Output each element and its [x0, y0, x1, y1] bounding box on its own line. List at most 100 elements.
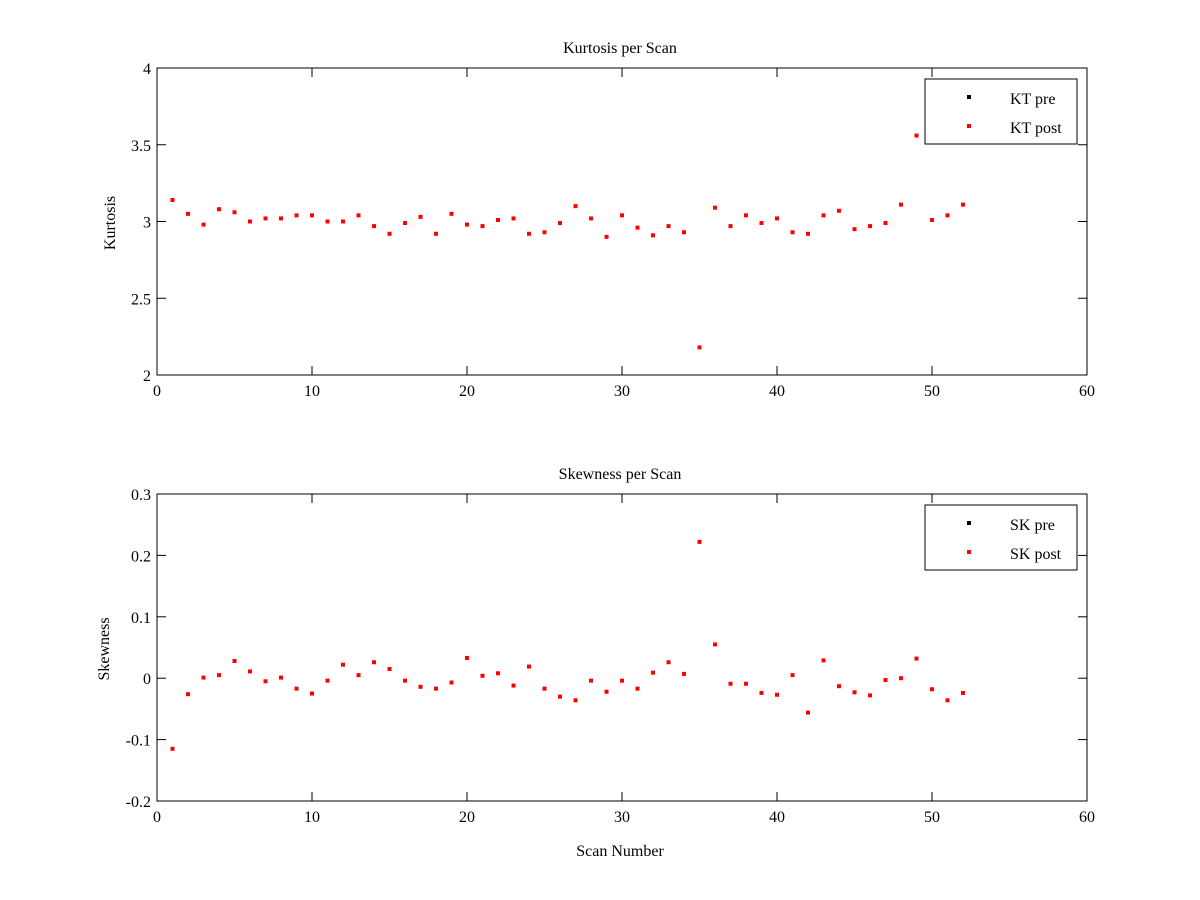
- skewness-point-sk-post: [341, 662, 345, 667]
- skewness-title: Skewness per Scan: [559, 466, 682, 483]
- skewness-point-sk-post: [573, 698, 578, 703]
- kurtosis-point-kt-post: [542, 230, 547, 235]
- kurtosis-x-tick-label: 10: [304, 383, 320, 400]
- skewness-point-sk-post: [325, 678, 330, 683]
- kurtosis-point-kt-post: [248, 219, 252, 224]
- skewness-point-sk-post: [217, 673, 221, 678]
- kurtosis-point-kt-post: [434, 231, 438, 236]
- kurtosis-legend: KT pre KT post: [924, 78, 1078, 145]
- kurtosis-point-kt-post: [201, 222, 206, 227]
- kurtosis-point-kt-post: [403, 221, 407, 226]
- skewness-point-sk-post: [263, 679, 268, 684]
- skewness-point-sk-post: [961, 690, 965, 695]
- skewness-point-sk-post: [883, 678, 888, 683]
- kurtosis-point-kt-post: [186, 211, 190, 216]
- skewness-legend: SK pre SK post: [924, 504, 1078, 571]
- kurtosis-x-tick-label: 20: [459, 383, 475, 400]
- kurtosis-ticks: 0 10 20 30 40 50 60 2 2.5 3 3.5 4: [131, 61, 1095, 400]
- kurtosis-point-kt-post: [418, 214, 423, 219]
- skewness-point-sk-post: [914, 656, 919, 661]
- kurtosis-point-kt-post: [961, 202, 965, 207]
- kurtosis-y-tick-label: 3: [143, 215, 151, 232]
- kurtosis-point-kt-post: [527, 231, 531, 236]
- skewness-points: [170, 539, 965, 751]
- kurtosis-point-kt-post: [635, 225, 640, 230]
- kurtosis-x-tick-label: 60: [1079, 383, 1095, 400]
- kurtosis-point-kt-post: [914, 133, 919, 138]
- skewness-point-sk-post: [682, 671, 686, 676]
- skewness-point-sk-post: [418, 684, 423, 689]
- kurtosis-title: Kurtosis per Scan: [563, 40, 677, 57]
- kurtosis-point-kt-post: [279, 216, 283, 221]
- kurtosis-point-kt-post: [232, 210, 237, 215]
- skewness-y-tick-label: -0.1: [126, 733, 151, 750]
- skewness-point-sk-post: [728, 681, 733, 686]
- skewness-point-sk-post: [170, 746, 175, 751]
- skewness-x-tick-label: 50: [924, 809, 940, 826]
- kurtosis-point-kt-post: [930, 217, 934, 222]
- kurtosis-point-kt-post: [620, 213, 624, 218]
- kurtosis-point-kt-post: [170, 198, 175, 203]
- kurtosis-point-kt-post: [496, 217, 500, 222]
- kurtosis-point-kt-post: [744, 213, 748, 218]
- skewness-point-sk-post: [279, 675, 283, 680]
- kurtosis-point-kt-post: [651, 233, 655, 238]
- skewness-point-sk-post: [186, 692, 190, 697]
- skewness-point-sk-post: [248, 669, 252, 674]
- kurtosis-point-kt-post: [310, 213, 314, 218]
- skewness-x-tick-label: 60: [1079, 809, 1095, 826]
- skewness-panel: Skewness per Scan Skewness Scan Number 0…: [96, 466, 1095, 860]
- kurtosis-point-kt-post: [558, 221, 562, 226]
- skewness-ticks: 0 10 20 30 40 50 60 -0.2 -0.1 0 0.1 0.2 0.3: [126, 487, 1095, 826]
- skewness-legend-label-pre: SK pre: [1010, 517, 1055, 534]
- skewness-point-sk-post: [868, 693, 872, 698]
- kurtosis-point-kt-post: [325, 219, 330, 224]
- kurtosis-point-kt-post: [294, 213, 299, 218]
- kurtosis-point-kt-post: [852, 227, 857, 232]
- skewness-point-sk-post: [372, 660, 376, 665]
- skewness-point-sk-post: [449, 680, 454, 685]
- kurtosis-point-kt-post: [465, 222, 469, 227]
- skewness-y-axis-label: Skewness: [96, 617, 113, 680]
- skewness-point-sk-post: [310, 691, 314, 696]
- kurtosis-point-kt-post: [775, 216, 779, 221]
- kurtosis-point-kt-post: [806, 231, 810, 236]
- skewness-point-sk-post: [434, 686, 438, 691]
- skewness-point-sk-post: [666, 660, 671, 665]
- kurtosis-point-kt-post: [899, 202, 903, 207]
- skewness-point-sk-post: [527, 664, 531, 669]
- skewness-x-tick-label: 40: [769, 809, 785, 826]
- skewness-point-sk-post: [713, 642, 717, 647]
- skewness-x-tick-label: 0: [153, 809, 161, 826]
- kurtosis-y-tick-label: 3.5: [131, 138, 151, 155]
- kurtosis-x-tick-label: 50: [924, 383, 940, 400]
- kurtosis-point-kt-post: [372, 224, 376, 229]
- kurtosis-point-kt-post: [945, 213, 950, 218]
- kurtosis-point-kt-post: [868, 224, 872, 229]
- kurtosis-x-tick-label: 30: [614, 383, 630, 400]
- kurtosis-y-tick-label: 2.5: [131, 291, 151, 308]
- skewness-point-sk-post: [821, 658, 826, 663]
- kurtosis-point-kt-post: [589, 216, 593, 221]
- kurtosis-y-axis-label: Kurtosis: [102, 196, 119, 250]
- skewness-point-sk-post: [356, 673, 361, 678]
- kurtosis-point-kt-post: [480, 224, 485, 229]
- skewness-legend-box: [924, 504, 1078, 571]
- skewness-y-tick-label: 0.3: [131, 487, 151, 504]
- skewness-point-sk-post: [899, 676, 903, 681]
- kurtosis-legend-marker-post: [967, 124, 971, 128]
- skewness-point-sk-post: [790, 673, 795, 678]
- skewness-point-sk-post: [232, 659, 237, 664]
- kurtosis-point-kt-post: [713, 205, 717, 210]
- skewness-x-tick-label: 20: [459, 809, 475, 826]
- skewness-legend-label-post: SK post: [1010, 546, 1062, 563]
- kurtosis-point-kt-post: [790, 230, 795, 235]
- skewness-x-tick-label: 30: [614, 809, 630, 826]
- skewness-point-sk-post: [744, 681, 748, 686]
- skewness-legend-marker-pre: [967, 521, 971, 525]
- kurtosis-point-kt-post: [387, 231, 392, 236]
- kurtosis-legend-label-pre: KT pre: [1010, 91, 1055, 108]
- skewness-point-sk-post: [480, 673, 485, 678]
- skewness-point-sk-post: [930, 687, 934, 692]
